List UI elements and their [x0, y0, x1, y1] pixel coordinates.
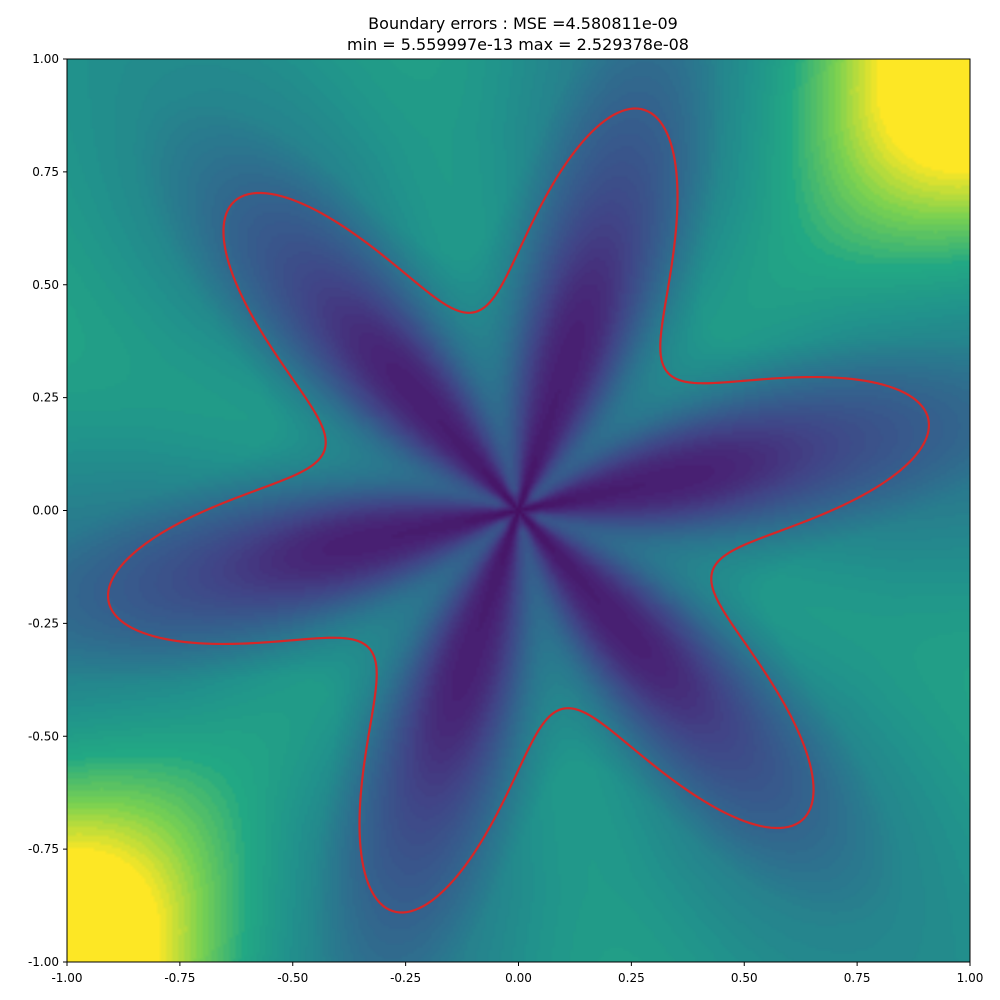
- x-tick-label: -0.75: [164, 971, 195, 985]
- chart-title: Boundary errors : MSE =4.580811e-09: [368, 14, 678, 33]
- x-tick-label: 0.75: [844, 971, 871, 985]
- error-heatmap: [67, 59, 970, 962]
- boundary-curve: [107, 107, 930, 914]
- y-tick-label: 0.50: [32, 278, 59, 292]
- x-tick-label: -0.25: [390, 971, 421, 985]
- y-tick-label: -0.75: [28, 842, 59, 856]
- x-tick-label: -0.50: [277, 971, 308, 985]
- x-tick-label: -1.00: [51, 971, 82, 985]
- y-tick-label: -0.50: [28, 729, 59, 743]
- x-tick-label: 0.00: [505, 971, 532, 985]
- y-tick-label: 0.00: [32, 504, 59, 518]
- x-tick-label: 1.00: [957, 971, 984, 985]
- x-tick-label: 0.50: [731, 971, 758, 985]
- y-tick-label: 0.25: [32, 391, 59, 405]
- x-tick-label: 0.25: [618, 971, 645, 985]
- y-axis: -1.00 -0.75 -0.50 -0.25 0.00 0.25 0.50 0.75 1.00: [28, 52, 67, 969]
- y-tick-label: -1.00: [28, 955, 59, 969]
- y-tick-label: 0.75: [32, 165, 59, 179]
- plot-area: [66, 58, 971, 963]
- y-tick-label: -0.25: [28, 616, 59, 630]
- chart-subtitle: min = 5.559997e-13 max = 2.529378e-08: [347, 35, 689, 54]
- y-tick-label: 1.00: [32, 52, 59, 66]
- x-axis: -1.00 -0.75 -0.50 -0.25 0.00 0.25 0.50 0.75 1.00: [51, 962, 983, 985]
